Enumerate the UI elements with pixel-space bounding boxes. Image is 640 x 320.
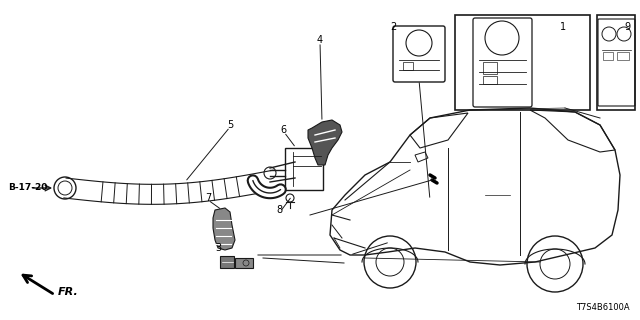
Bar [617, 52, 629, 60]
Polygon shape [308, 120, 342, 165]
Text: T7S4B6100A: T7S4B6100A [577, 303, 630, 312]
Text: 9: 9 [624, 22, 630, 32]
Text: 5: 5 [227, 120, 233, 130]
Bar [285, 148, 323, 190]
Bar [455, 15, 590, 110]
Polygon shape [213, 208, 235, 250]
Text: 1: 1 [560, 22, 566, 32]
Text: 8: 8 [276, 205, 282, 215]
Bar [220, 256, 234, 268]
Text: 2: 2 [390, 22, 396, 32]
Bar [483, 76, 497, 84]
Bar [403, 62, 413, 70]
Bar [603, 52, 613, 60]
Text: 4: 4 [317, 35, 323, 45]
Text: FR.: FR. [58, 287, 79, 297]
Text: 3: 3 [215, 243, 221, 253]
Bar [235, 258, 253, 268]
Bar [597, 15, 635, 110]
Bar [483, 62, 497, 74]
Text: 7: 7 [205, 193, 211, 203]
Text: B-17-20: B-17-20 [8, 183, 47, 193]
Text: 6: 6 [280, 125, 286, 135]
